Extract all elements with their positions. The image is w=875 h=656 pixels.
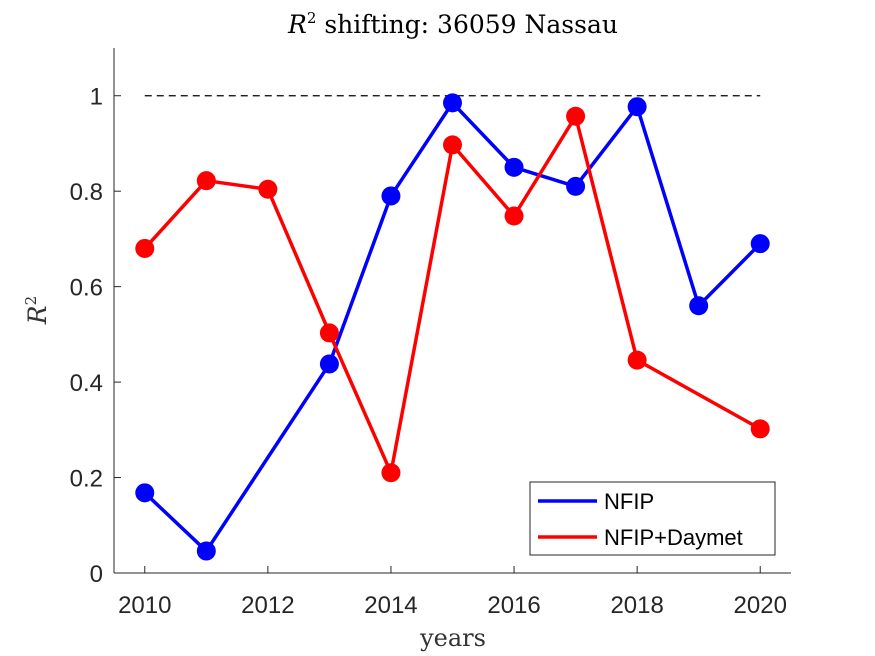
- data-point-nfip: [135, 483, 155, 503]
- axes: 0 0.2 0.4 0.6 0.8 1 2010 2012 2014 2016 2018 2020: [70, 48, 791, 619]
- data-point-nfip-daymet: [196, 171, 216, 191]
- series-nfip: [135, 93, 770, 561]
- y-tick-label: 0.8: [70, 179, 103, 206]
- data-point-nfip-daymet: [258, 179, 278, 199]
- y-axis-label-r: R: [23, 305, 52, 325]
- x-tick-label: 2020: [734, 592, 787, 619]
- data-point-nfip-daymet: [135, 238, 155, 258]
- data-point-nfip: [627, 97, 647, 117]
- data-point-nfip: [196, 541, 216, 561]
- data-point-nfip-daymet: [750, 419, 770, 439]
- y-tick-label: 0: [90, 561, 103, 588]
- y-axis-label: R2: [22, 296, 52, 325]
- title-text: shifting: 36059 Nassau: [316, 10, 618, 39]
- legend-label-nfip: NFIP: [604, 489, 654, 514]
- data-point-nfip: [443, 93, 462, 113]
- data-point-nfip-daymet: [381, 463, 401, 483]
- x-axis-label-text: years: [419, 624, 486, 652]
- series-line-nfip: [143, 101, 762, 553]
- x-tick-label: 2014: [364, 592, 417, 619]
- svg-text:R2 shifting: 36059 Nassau: R2 shifting: 36059 Nassau: [287, 9, 618, 39]
- svg-text:R2: R2: [22, 296, 52, 325]
- data-point-nfip-daymet: [319, 323, 339, 343]
- y-tick-label: 0.4: [70, 370, 103, 397]
- data-point-nfip: [750, 234, 770, 254]
- series-line-nfip-daymet: [143, 114, 762, 475]
- legend-box: [529, 481, 776, 556]
- legend-label-nfip-daymet: NFIP+Daymet: [604, 525, 743, 550]
- data-point-nfip: [504, 157, 524, 177]
- x-tick-label: 2012: [241, 592, 294, 619]
- y-tick-label: 1: [90, 84, 103, 111]
- data-point-nfip-daymet: [443, 135, 462, 155]
- data-point-nfip-daymet: [504, 206, 524, 226]
- x-tick-label: 2018: [610, 592, 663, 619]
- series-nfip-daymet: [135, 106, 770, 483]
- data-point-nfip-daymet: [627, 350, 647, 370]
- x-axis-label: years: [419, 624, 486, 652]
- data-point-nfip: [689, 296, 709, 316]
- data-point-nfip: [319, 354, 339, 374]
- y-axis-label-sup: 2: [22, 296, 40, 306]
- y-tick-label: 0.2: [70, 466, 103, 493]
- x-tick-label: 2010: [118, 592, 171, 619]
- x-tick-label: 2016: [487, 592, 540, 619]
- title-r-superscript: 2: [307, 9, 317, 27]
- series-group: [135, 93, 770, 561]
- data-point-nfip: [566, 176, 586, 196]
- chart-title: R2 shifting: 36059 Nassau: [287, 9, 618, 39]
- title-r-symbol: R: [287, 10, 307, 39]
- y-tick-label: 0.6: [70, 275, 103, 302]
- data-point-nfip: [381, 186, 401, 206]
- legend: NFIP NFIP+Daymet: [529, 481, 776, 556]
- data-point-nfip-daymet: [566, 106, 586, 126]
